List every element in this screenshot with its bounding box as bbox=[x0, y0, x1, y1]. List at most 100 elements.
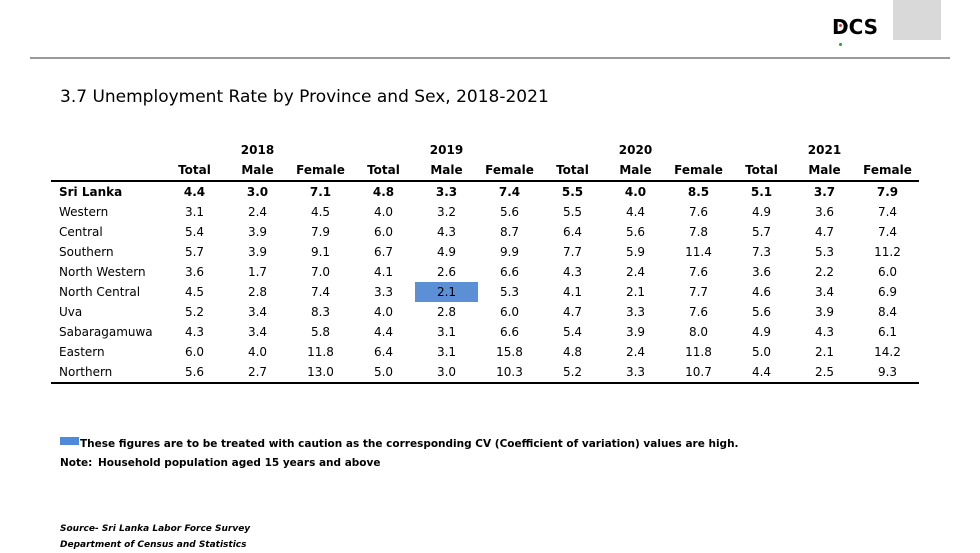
rate-cell: 3.4 bbox=[814, 285, 835, 299]
rate-cell: 7.3 bbox=[751, 245, 772, 259]
year-spacer bbox=[730, 140, 793, 160]
rate-cell: 4.0 bbox=[604, 180, 667, 202]
rate-cell: 7.8 bbox=[688, 225, 709, 239]
rate-cell: 5.7 bbox=[184, 245, 205, 259]
year-spacer bbox=[289, 140, 352, 160]
rate-cell: 3.6 bbox=[184, 265, 205, 279]
rate-cell: 3.9 bbox=[247, 245, 268, 259]
rate-cell: 7.9 bbox=[310, 225, 331, 239]
rate-cell: 4.3 bbox=[436, 225, 457, 239]
column-header-female: Female bbox=[289, 160, 352, 182]
rate-cell: 5.0 bbox=[751, 345, 772, 359]
table-row: Sabaragamuwa 4.3 3.4 5.8 4.4 3.1 6.6 5.4 3.9 8.0 4… bbox=[51, 322, 919, 342]
rate-cell: 6.0 bbox=[877, 265, 898, 279]
year-label: 2020 bbox=[618, 143, 653, 157]
rate-cell: 5.7 bbox=[751, 225, 772, 239]
rate-cell: 4.1 bbox=[373, 265, 394, 279]
province-name: Eastern bbox=[59, 345, 105, 359]
province-name: Uva bbox=[59, 305, 83, 319]
rate-cell: 4.3 bbox=[562, 265, 583, 279]
rate-cell: 3.4 bbox=[247, 305, 268, 319]
source: Source- Sri Lanka Labor Force Survey Dep… bbox=[60, 521, 250, 553]
corner-box bbox=[893, 0, 941, 40]
rate-cell: 4.4 bbox=[730, 362, 793, 384]
logo-dot-yellow bbox=[845, 24, 848, 27]
rate-cell: 4.9 bbox=[751, 325, 772, 339]
rate-cell: 3.9 bbox=[625, 325, 646, 339]
rate-cell: 5.2 bbox=[184, 305, 205, 319]
rate-cell: 5.5 bbox=[541, 180, 604, 202]
year-spacer bbox=[163, 140, 226, 160]
rate-cell: 7.4 bbox=[310, 285, 331, 299]
year-label: 2021 bbox=[807, 143, 842, 157]
province-name: Sabaragamuwa bbox=[59, 325, 153, 339]
logo-dot-red bbox=[839, 24, 842, 27]
year-spacer bbox=[667, 140, 730, 160]
rate-cell: 6.1 bbox=[877, 325, 898, 339]
rate-cell: 5.1 bbox=[730, 180, 793, 202]
corner-cell bbox=[51, 140, 163, 160]
rate-cell: 3.9 bbox=[814, 305, 835, 319]
page-title: 3.7 Unemployment Rate by Province and Se… bbox=[60, 87, 549, 107]
header-divider bbox=[30, 57, 950, 59]
rate-cell: 3.0 bbox=[415, 362, 478, 384]
province-name: Western bbox=[59, 205, 109, 219]
rate-cell: 5.3 bbox=[814, 245, 835, 259]
rate-cell: 3.1 bbox=[184, 205, 205, 219]
column-header-male: Male bbox=[793, 160, 856, 182]
rate-cell: 3.0 bbox=[226, 180, 289, 202]
rate-cell: 5.3 bbox=[499, 285, 520, 299]
province-name: Sri Lanka bbox=[51, 180, 163, 202]
rate-cell: 4.6 bbox=[751, 285, 772, 299]
rate-cell: 5.9 bbox=[625, 245, 646, 259]
rate-cell: 5.6 bbox=[163, 362, 226, 384]
table-row: Southern 5.7 3.9 9.1 6.7 4.9 9.9 7.7 5.9 11.4 7.3 5… bbox=[51, 242, 919, 262]
rate-cell: 3.3 bbox=[415, 180, 478, 202]
rate-cell: 4.8 bbox=[562, 345, 583, 359]
rate-cell: 4.0 bbox=[373, 205, 394, 219]
rate-cell: 4.4 bbox=[163, 180, 226, 202]
rate-cell: 7.4 bbox=[877, 225, 898, 239]
year-spacer bbox=[856, 140, 919, 160]
rate-cell: 4.5 bbox=[310, 205, 331, 219]
column-header-total: Total bbox=[163, 160, 226, 182]
rate-cell: 4.9 bbox=[751, 205, 772, 219]
year-label: 2018 bbox=[240, 143, 275, 157]
column-header-male: Male bbox=[226, 160, 289, 182]
rate-cell: 6.0 bbox=[184, 345, 205, 359]
rate-cell: 2.6 bbox=[436, 265, 457, 279]
rate-cell: 4.4 bbox=[625, 205, 646, 219]
rate-cell: 2.2 bbox=[814, 265, 835, 279]
province-name: North Western bbox=[59, 265, 146, 279]
rate-cell: 8.4 bbox=[877, 305, 898, 319]
rate-cell: 7.7 bbox=[562, 245, 583, 259]
rate-cell: 3.7 bbox=[793, 180, 856, 202]
province-name: Southern bbox=[59, 245, 114, 259]
dcs-logo: DCS bbox=[832, 12, 882, 46]
rate-cell: 3.2 bbox=[436, 205, 457, 219]
rate-cell: 7.1 bbox=[289, 180, 352, 202]
year-spacer bbox=[478, 140, 541, 160]
province-name: Central bbox=[59, 225, 103, 239]
column-header-total: Total bbox=[352, 160, 415, 182]
rate-cell: 3.3 bbox=[373, 285, 394, 299]
rate-cell: 3.1 bbox=[436, 325, 457, 339]
rate-cell: 3.3 bbox=[625, 305, 646, 319]
rate-cell: 2.8 bbox=[436, 305, 457, 319]
rate-cell: 5.6 bbox=[625, 225, 646, 239]
rate-cell: 6.6 bbox=[499, 265, 520, 279]
rate-cell: 5.2 bbox=[541, 362, 604, 384]
table-row: Western 3.1 2.4 4.5 4.0 3.2 5.6 5.5 4.4 7.6 4.9 3.6… bbox=[51, 202, 919, 222]
rate-cell: 6.0 bbox=[373, 225, 394, 239]
note-text: Household population aged 15 years and a… bbox=[98, 457, 381, 469]
rate-cell: 5.5 bbox=[562, 205, 583, 219]
rate-cell: 2.1 bbox=[625, 285, 646, 299]
rate-cell: 5.0 bbox=[352, 362, 415, 384]
rate-cell: 5.8 bbox=[310, 325, 331, 339]
year-spacer bbox=[541, 140, 604, 160]
table-row: North Central 4.5 2.8 7.4 3.3 2.1 5.3 4.1 2.1 7.7… bbox=[51, 282, 919, 302]
rate-cell: 2.4 bbox=[625, 345, 646, 359]
column-header-male: Male bbox=[604, 160, 667, 182]
year-spacer bbox=[352, 140, 415, 160]
rate-cell: 3.9 bbox=[247, 225, 268, 239]
